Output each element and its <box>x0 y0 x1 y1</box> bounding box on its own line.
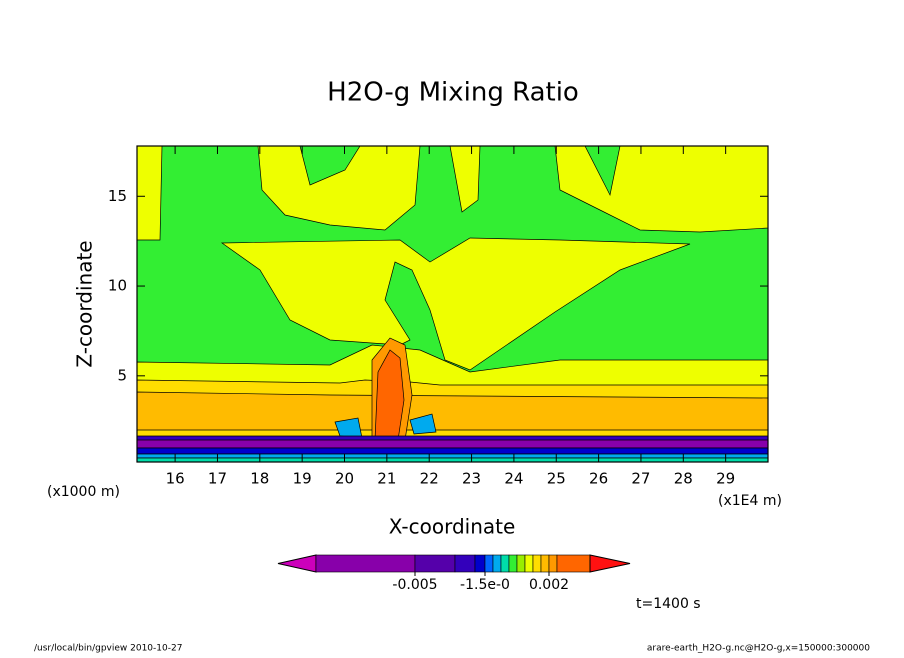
colorbar-end <box>277 554 317 573</box>
y-tick-label: 5 <box>117 366 127 384</box>
y-tick-label: 15 <box>108 187 127 205</box>
x-tick-label: 20 <box>335 470 354 488</box>
contour-region <box>136 145 163 241</box>
x-tick-label: 18 <box>250 470 269 488</box>
x-tick-label: 28 <box>674 470 693 488</box>
x-tick-label: 24 <box>504 470 523 488</box>
y-tick-label: 10 <box>108 277 127 295</box>
colorbar-segment <box>508 554 518 573</box>
chart-title: H2O-g Mixing Ratio <box>327 78 579 108</box>
colorbar-segment <box>484 554 494 573</box>
x-axis-label: X-coordinate <box>389 515 516 539</box>
contour-region <box>520 145 769 233</box>
footer-left: /usr/local/bin/gpview 2010-10-27 <box>34 644 182 654</box>
y-axis-label: Z-coordinate <box>73 240 97 367</box>
x-tick-label: 29 <box>716 470 735 488</box>
y-unit-label: (x1000 m) <box>47 484 120 500</box>
x-tick-label: 22 <box>420 470 439 488</box>
x-tick-label: 21 <box>377 470 396 488</box>
x-tick-label: 17 <box>208 470 227 488</box>
contour-region <box>136 447 769 455</box>
colorbar-segment <box>524 554 534 573</box>
x-tick-label: 19 <box>293 470 312 488</box>
colorbar-end <box>589 554 631 573</box>
colorbar-segment <box>474 554 486 573</box>
colorbar-segment <box>556 554 591 573</box>
contour-region <box>220 237 691 371</box>
annotation: t=1400 s <box>636 596 701 612</box>
colorbar-segment <box>532 554 542 573</box>
contour-region <box>257 145 421 231</box>
colorbar-tick-label: 0.002 <box>529 577 569 593</box>
x-tick-label: 27 <box>631 470 650 488</box>
colorbar-segment <box>540 554 550 573</box>
x-tick-label: 16 <box>166 470 185 488</box>
colorbar-tick-label: -1.5e-0 <box>460 577 510 593</box>
colorbar-tick-label: -0.005 <box>392 577 437 593</box>
contour-region <box>136 439 769 449</box>
colorbar-segment <box>454 554 476 573</box>
colorbar-segment <box>548 554 558 573</box>
x-tick-label: 26 <box>589 470 608 488</box>
colorbar-segment <box>315 554 416 573</box>
plot-frame <box>136 145 769 463</box>
contour-region <box>136 453 769 459</box>
colorbar-segment <box>516 554 526 573</box>
x-unit-label: (x1E4 m) <box>718 493 782 509</box>
contour-region <box>136 391 769 431</box>
colorbar-segment <box>492 554 502 573</box>
footer-right: arare-earth_H2O-g.nc@H2O-g,x=150000:3000… <box>647 644 870 654</box>
x-tick-label: 23 <box>462 470 481 488</box>
x-tick-label: 25 <box>547 470 566 488</box>
contour-region <box>409 413 437 435</box>
colorbar-segment <box>414 554 456 573</box>
colorbar-segment <box>500 554 510 573</box>
